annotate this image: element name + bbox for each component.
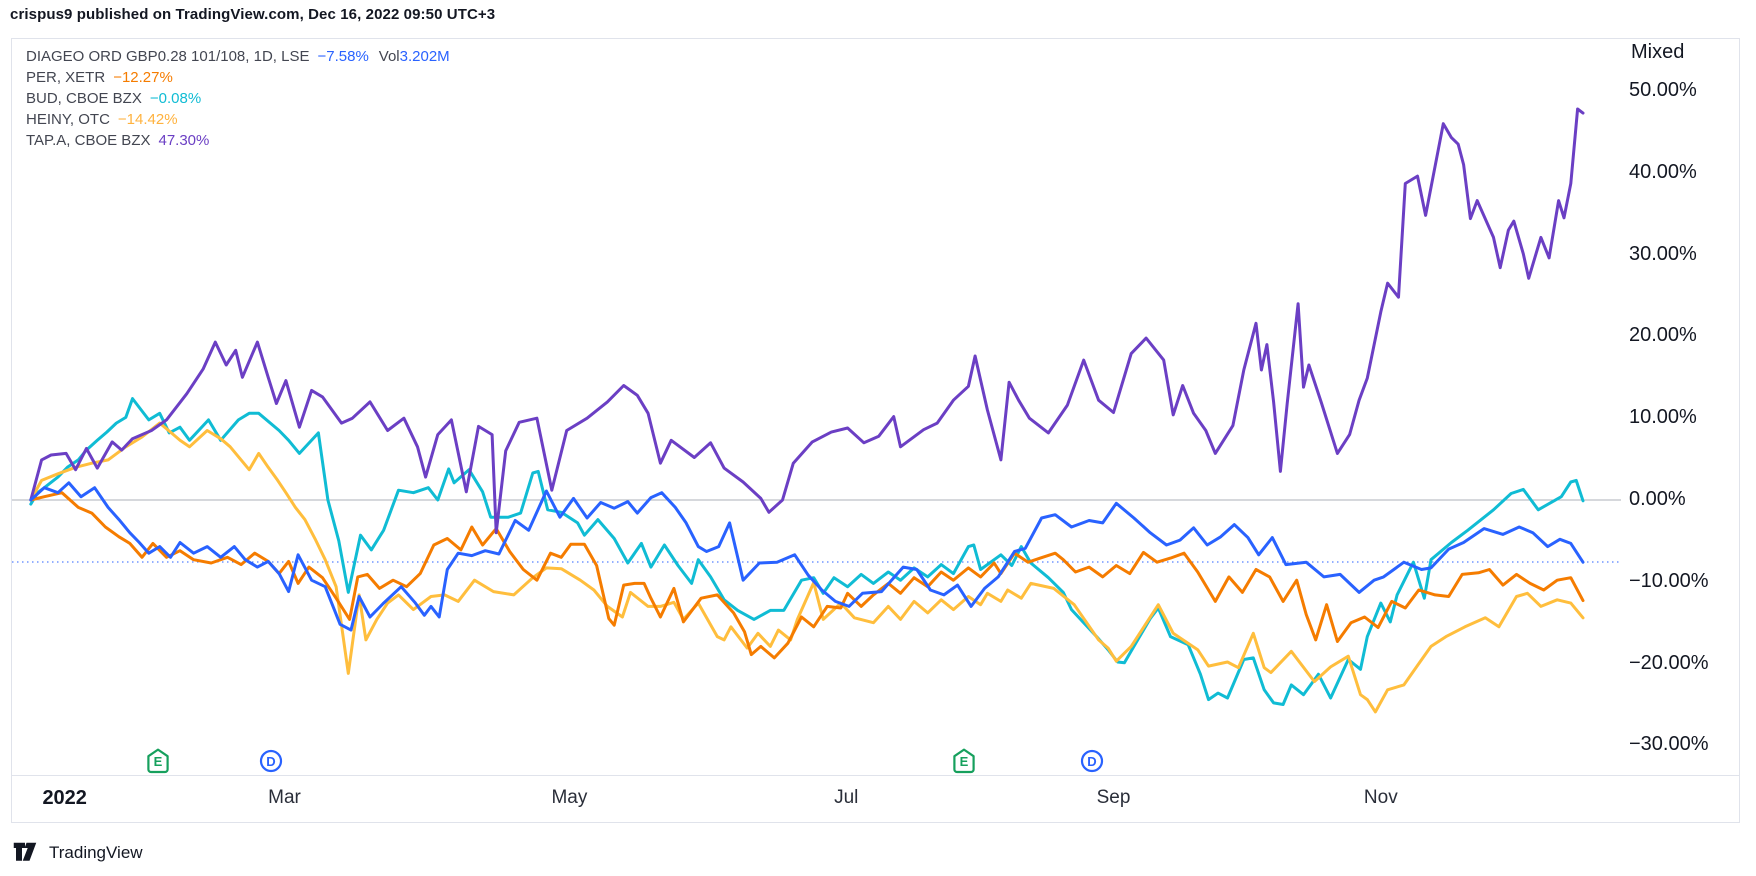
time-axis[interactable]: 2022 Mar May Jul Sep Nov bbox=[12, 776, 1739, 823]
tradingview-brand-label: TradingView bbox=[49, 842, 143, 862]
chart-frame: DIAGEO ORD GBP0.28 101/108, 1D, LSE −7.58… bbox=[11, 38, 1740, 823]
earnings-icon[interactable]: E bbox=[952, 748, 976, 774]
event-icon-shape bbox=[259, 749, 283, 773]
legend-change-value: −0.08% bbox=[149, 90, 202, 107]
chart-plot-area[interactable]: DIAGEO ORD GBP0.28 101/108, 1D, LSE −7.58… bbox=[12, 39, 1739, 776]
legend: DIAGEO ORD GBP0.28 101/108, 1D, LSE −7.58… bbox=[26, 46, 450, 151]
series-line-BUD[interactable] bbox=[29, 397, 1585, 706]
legend-item[interactable]: PER, XETR −12.27% bbox=[26, 67, 450, 88]
price-axis-label: 10.00% bbox=[1629, 406, 1697, 429]
volume-value: 3.202M bbox=[399, 48, 450, 65]
volume-label: Vol bbox=[378, 48, 400, 65]
price-axis-label: 20.00% bbox=[1629, 324, 1697, 347]
series-line-HEINY[interactable] bbox=[29, 421, 1585, 714]
earnings-icon[interactable]: E bbox=[146, 748, 170, 774]
dividend-icon[interactable]: D bbox=[259, 748, 283, 774]
legend-change-value: −7.58% bbox=[317, 48, 369, 65]
time-axis-month-label: Nov bbox=[1363, 787, 1398, 808]
time-axis-month-label: May bbox=[551, 787, 588, 808]
price-axis[interactable]: Mixed 50.00% 40.00% 30.00% 20.00% 10.00% 0.00… bbox=[1621, 39, 1739, 776]
legend-change-value: −12.27% bbox=[113, 69, 173, 86]
legend-change-value: 47.30% bbox=[158, 132, 210, 149]
footer: TradingView bbox=[13, 842, 143, 863]
time-axis-month-label: Mar bbox=[268, 787, 301, 808]
legend-item[interactable]: DIAGEO ORD GBP0.28 101/108, 1D, LSE −7.58… bbox=[26, 46, 450, 67]
legend-symbol-label: PER, XETR bbox=[26, 69, 106, 86]
event-icon-letter: E bbox=[960, 754, 969, 769]
price-axis-label: 40.00% bbox=[1629, 160, 1697, 183]
market-status-label: Mixed bbox=[1631, 41, 1685, 63]
time-axis-month-label: Jul bbox=[834, 787, 859, 808]
series-line-PER[interactable] bbox=[29, 491, 1585, 660]
time-axis-year-label: 2022 bbox=[42, 787, 87, 809]
price-axis-label: 30.00% bbox=[1629, 242, 1697, 265]
price-axis-label: 50.00% bbox=[1629, 79, 1697, 102]
legend-symbol-label: BUD, CBOE BZX bbox=[26, 90, 142, 107]
legend-symbol-label: DIAGEO ORD GBP0.28 101/108, 1D, LSE bbox=[26, 48, 310, 65]
event-icon-shape bbox=[953, 748, 975, 774]
legend-symbol-label: HEINY, OTC bbox=[26, 111, 110, 128]
time-axis-month-label: Sep bbox=[1096, 787, 1131, 808]
price-axis-label: −10.00% bbox=[1629, 569, 1709, 592]
price-axis-label: −30.00% bbox=[1629, 733, 1709, 756]
legend-symbol-label: TAP.A, CBOE BZX bbox=[26, 132, 151, 149]
series-line-TAP.A[interactable] bbox=[29, 107, 1585, 535]
event-icon-shape bbox=[1080, 749, 1103, 773]
event-icon-letter: E bbox=[154, 754, 163, 769]
legend-item[interactable]: TAP.A, CBOE BZX 47.30% bbox=[26, 130, 450, 151]
legend-item[interactable]: HEINY, OTC −14.42% bbox=[26, 109, 450, 130]
event-icon-letter: D bbox=[1087, 754, 1096, 769]
attribution-text: crispus9 published on TradingView.com, D… bbox=[10, 6, 496, 23]
series-line-DGE[interactable] bbox=[29, 481, 1585, 632]
price-series-canvas[interactable] bbox=[12, 39, 1739, 775]
event-icon-shape bbox=[147, 748, 170, 774]
tradingview-logo[interactable] bbox=[13, 842, 40, 863]
price-axis-label: 0.00% bbox=[1629, 488, 1686, 510]
price-axis-label: −20.00% bbox=[1629, 651, 1709, 674]
legend-item[interactable]: BUD, CBOE BZX −0.08% bbox=[26, 88, 450, 109]
legend-change-value: −14.42% bbox=[117, 111, 178, 128]
dividend-icon[interactable]: D bbox=[1080, 748, 1104, 774]
event-icon-letter: D bbox=[266, 754, 275, 769]
